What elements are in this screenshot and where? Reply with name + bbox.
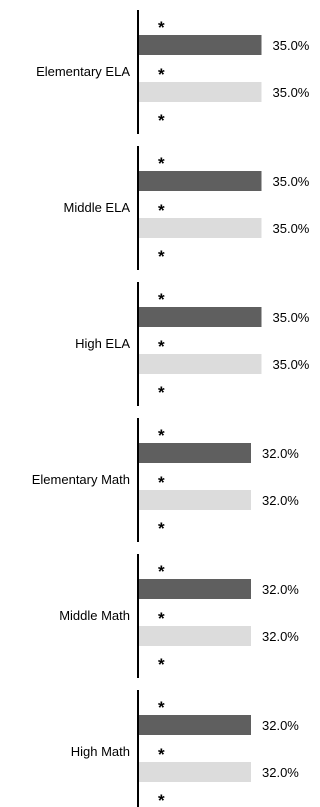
data-label: 32.0% bbox=[262, 582, 299, 597]
bar bbox=[139, 82, 262, 102]
significance-marker: * bbox=[158, 201, 165, 220]
category-label: Middle Math bbox=[59, 608, 130, 623]
bar bbox=[139, 626, 251, 646]
significance-marker: * bbox=[158, 154, 165, 173]
data-label: 35.0% bbox=[273, 310, 310, 325]
data-label: 35.0% bbox=[273, 85, 310, 100]
bar bbox=[139, 762, 251, 782]
category-label: High Math bbox=[71, 744, 130, 759]
bar bbox=[139, 218, 262, 238]
data-label: 32.0% bbox=[262, 629, 299, 644]
bar bbox=[139, 354, 262, 374]
significance-marker: * bbox=[158, 609, 165, 628]
data-label: 35.0% bbox=[273, 221, 310, 236]
bar bbox=[139, 443, 251, 463]
significance-marker: * bbox=[158, 791, 165, 807]
significance-marker: * bbox=[158, 519, 165, 538]
significance-marker: * bbox=[158, 383, 165, 402]
significance-marker: * bbox=[158, 745, 165, 764]
category-label: Elementary Math bbox=[32, 472, 130, 487]
significance-marker: * bbox=[158, 65, 165, 84]
significance-marker: * bbox=[158, 18, 165, 37]
significance-marker: * bbox=[158, 655, 165, 674]
significance-marker: * bbox=[158, 290, 165, 309]
bar bbox=[139, 307, 262, 327]
significance-marker: * bbox=[158, 473, 165, 492]
significance-marker: * bbox=[158, 426, 165, 445]
bar bbox=[139, 715, 251, 735]
category-label: Middle ELA bbox=[64, 200, 131, 215]
bar bbox=[139, 171, 262, 191]
significance-marker: * bbox=[158, 698, 165, 717]
bar bbox=[139, 490, 251, 510]
data-label: 32.0% bbox=[262, 718, 299, 733]
significance-marker: * bbox=[158, 247, 165, 266]
data-label: 35.0% bbox=[273, 174, 310, 189]
category-label: Elementary ELA bbox=[36, 64, 130, 79]
data-label: 32.0% bbox=[262, 765, 299, 780]
significance-marker: * bbox=[158, 562, 165, 581]
data-label: 35.0% bbox=[273, 38, 310, 53]
data-label: 32.0% bbox=[262, 493, 299, 508]
data-label: 32.0% bbox=[262, 446, 299, 461]
category-label: High ELA bbox=[75, 336, 130, 351]
data-label: 35.0% bbox=[273, 357, 310, 372]
significance-marker: * bbox=[158, 337, 165, 356]
significance-marker: * bbox=[158, 111, 165, 130]
bar bbox=[139, 35, 262, 55]
bar bbox=[139, 579, 251, 599]
